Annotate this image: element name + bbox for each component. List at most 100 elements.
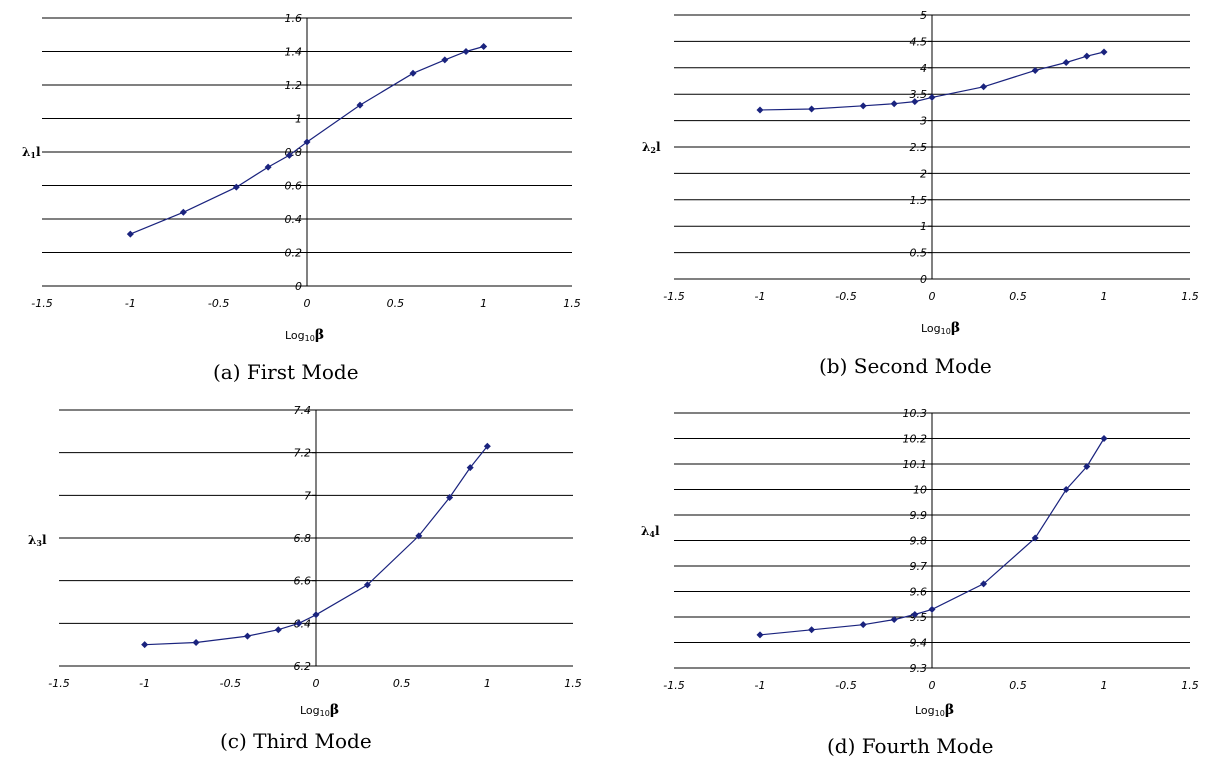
y-tick-label: 4.5 [910,35,928,48]
data-point [859,102,867,110]
y-tick-label: 4 [920,62,927,75]
x-axis-label-symbol: β [314,327,325,343]
y-tick-label: 1 [920,220,927,233]
chart-third-mode-plot: 6.2 6.4 6.6 6.8 7 7.2 7.4 -1.5 -1 -0.5 0 0.5 1 1.5 [48,404,581,690]
y-axis-label: λ3l [28,533,47,548]
data-point [1062,486,1070,493]
y-tick-label: 0.2 [285,247,303,260]
y-axis-label-sub: 1 [30,150,36,160]
data-point [243,632,251,640]
data-point [141,641,149,649]
x-tick-label: -1 [139,677,150,690]
y-tick-label: 2 [920,167,927,180]
data-point [303,138,311,146]
data-point [1031,534,1039,542]
y-axis-label-main: λ [641,524,650,538]
data-point [126,230,134,238]
x-tick-label: 0 [304,297,311,310]
x-tick-label: -0.5 [835,679,856,692]
y-axis-label-main: λ [22,145,31,159]
x-axis-label-symbol: β [950,320,961,336]
x-axis-label: Log10β [300,702,339,718]
data-point [295,619,303,627]
data-point [1062,59,1070,67]
y-tick-label: 1.4 [285,46,303,59]
y-tick-label: 5 [920,9,927,22]
data-point [415,532,423,540]
data-point [808,626,816,634]
data-point [312,611,320,619]
y-tick-label: 1.5 [910,194,928,207]
x-tick-label: 0.5 [393,677,411,690]
y-tick-label: 9.8 [910,535,928,548]
data-point [274,626,282,634]
data-point [483,442,491,450]
x-tick-label: 1.5 [563,297,581,310]
x-tick-label: 1 [480,297,487,310]
y-tick-label: 10.3 [903,407,928,420]
y-tick-label: 0.6 [285,180,303,193]
y-axis-label-sub: 4 [649,529,655,539]
data-point [1083,463,1091,471]
caption: (c) Third Mode [220,729,372,753]
data-point [911,610,919,618]
chart-first-mode-plot: 00.20.40.60.811.21.41.6-1.5 -1 -0.5 0 0.5 1 1.… [31,12,581,310]
data-point [911,98,919,106]
y-tick-label: 6.2 [294,660,312,673]
y-tick-label: 10.2 [903,433,928,446]
x-axis-label: Log10β [915,702,954,718]
data-point [285,151,293,159]
x-axis-label: Log10β [285,327,324,343]
x-tick-label: -0.5 [220,677,241,690]
y-axis-label: λ4l [641,524,660,539]
chart-third-mode: 6.2 6.4 6.6 6.8 7 7.2 7.4 -1.5 -1 -0.5 0 0.5 1 1.5 λ3… [0,380,605,761]
chart-fourth-mode-plot: 9.39.49.59.69.79.89.91010.110.210.3-1.5-… [663,407,1198,692]
data-point [756,631,764,639]
y-tick-label: 0 [920,273,927,286]
y-tick-label: 6.8 [294,532,312,545]
data-point [928,93,936,101]
x-tick-label: 1 [484,677,491,690]
data-point [980,83,988,91]
x-tick-label: -1.5 [663,290,684,303]
y-axis-label-tail: l [656,140,661,154]
x-tick-label: 0.5 [1009,679,1027,692]
y-axis-label: λ1l [22,145,41,160]
x-tick-label: 0.5 [387,297,405,310]
x-axis-label-sub: 10 [940,327,951,336]
x-axis-label-main: Log [285,329,305,342]
y-tick-label: 9.9 [910,509,928,522]
x-tick-label: 1.5 [1181,290,1199,303]
y-axis-label-tail: l [655,524,660,538]
data-point [1100,435,1108,442]
y-axis-label-main: λ [28,533,37,547]
data-point [462,48,470,55]
data-point [192,639,200,647]
data-point [441,56,449,64]
data-point [980,580,988,588]
y-tick-label: 9.7 [910,560,928,573]
data-point [446,493,454,501]
x-axis-label-sub: 10 [304,334,315,343]
y-tick-label: 7.2 [294,447,312,460]
data-point [890,616,898,624]
y-tick-label: 7.4 [294,404,312,417]
chart-second-mode: 0 0.5 1 1.5 2 2.5 3 3.5 4 4.5 5 -1.5 -1 -0.5 0 0.5 1 1.5 … [605,0,1211,380]
data-point [409,69,417,77]
y-tick-label: 0.4 [285,213,303,226]
data-point [890,100,898,108]
y-tick-label: 6.4 [294,617,312,630]
x-axis-label-main: Log [300,704,320,717]
x-tick-label: -0.5 [835,290,856,303]
data-point [466,464,474,472]
data-point [1100,48,1108,56]
x-axis-label-symbol: β [944,702,955,718]
data-point [480,42,488,50]
x-tick-label: -1.5 [31,297,52,310]
x-axis-label: Log10β [921,320,960,336]
y-tick-label: 9.3 [910,662,928,675]
caption: (b) Second Mode [819,354,992,378]
y-axis-label-tail: l [36,145,41,159]
x-tick-label: -1.5 [48,677,69,690]
data-point [756,106,764,114]
